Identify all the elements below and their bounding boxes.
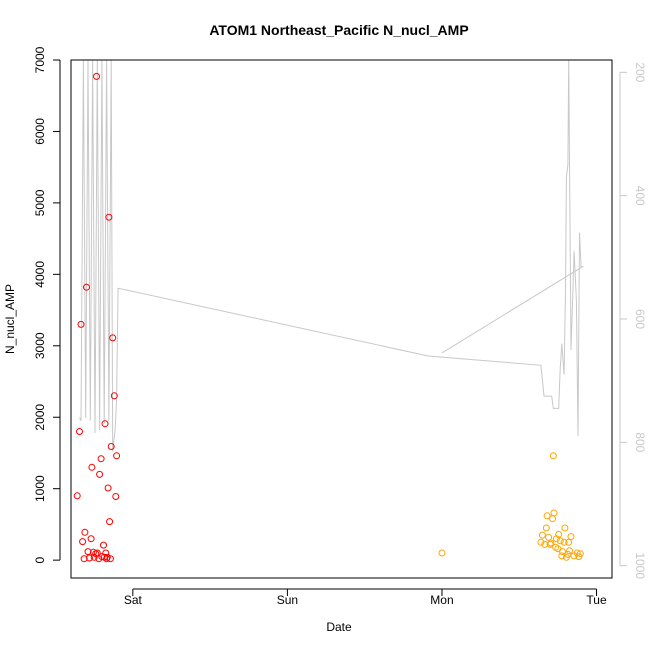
right-tick-label: 1000 — [633, 552, 647, 579]
data-point-series-1 — [79, 538, 87, 546]
data-point-series-2 — [576, 550, 584, 558]
data-point-series-2 — [573, 549, 581, 557]
y-tick-label: 5000 — [33, 189, 47, 216]
right-tick-label: 400 — [633, 186, 647, 206]
y-axis-right: 200 400 600 800 1000 — [619, 62, 647, 579]
pressure-line — [79, 59, 585, 452]
data-point-series-1 — [97, 455, 105, 463]
data-point-series-1 — [106, 555, 114, 563]
data-point-series-1 — [86, 554, 93, 562]
data-point-series-1 — [113, 452, 121, 460]
data-point-series-2 — [559, 548, 566, 556]
x-tick-label: Sat — [124, 593, 143, 607]
data-point-series-2 — [549, 515, 556, 523]
right-tick-label: 600 — [633, 309, 647, 329]
data-point-series-1 — [84, 548, 92, 556]
data-point-series-2 — [566, 547, 573, 555]
pressure-trace — [79, 59, 585, 452]
chart-title: ATOM1 Northeast_Pacific N_nucl_AMP — [209, 22, 468, 38]
x-tick-label: Sun — [277, 593, 298, 607]
y-tick-label: 3000 — [33, 332, 47, 359]
y-axis-label: N_nucl_AMP — [3, 284, 17, 354]
data-point-series-2 — [543, 512, 551, 520]
data-point-series-2 — [545, 533, 553, 541]
data-point-series-2 — [550, 509, 558, 517]
y-tick-label: 2000 — [33, 404, 47, 431]
data-point-series-2 — [549, 452, 557, 460]
data-point-series-2 — [547, 539, 555, 547]
data-point-series-1 — [73, 492, 81, 500]
x-tick-label: Mon — [430, 593, 453, 607]
data-point-series-1 — [112, 493, 120, 500]
data-point-series-2 — [556, 537, 564, 545]
data-point-series-2 — [555, 530, 563, 538]
x-axis: Sat Sun Mon Tue — [124, 588, 607, 607]
data-point-series-2 — [564, 550, 572, 558]
data-point-series-1 — [100, 541, 107, 549]
data-point-series-1 — [76, 428, 83, 435]
data-point-series-1 — [87, 535, 95, 543]
data-point-series-2 — [567, 533, 575, 541]
y-tick-label: 7000 — [33, 46, 47, 73]
data-point-series-1 — [105, 213, 113, 221]
data-point-series-1 — [83, 283, 90, 291]
data-point-series-1 — [104, 484, 112, 492]
right-tick-label: 200 — [633, 62, 647, 82]
y-tick-label: 1000 — [33, 475, 47, 502]
data-point-series-1 — [80, 555, 88, 563]
data-point-series-1 — [109, 334, 117, 342]
x-axis-label: Date — [326, 620, 352, 634]
data-points — [73, 72, 584, 563]
data-point-series-2 — [565, 538, 573, 546]
data-point-series-2 — [542, 524, 550, 532]
data-point-series-2 — [538, 531, 546, 539]
plot-frame — [70, 59, 613, 579]
data-point-series-2 — [537, 538, 545, 546]
y-tick-label: 6000 — [33, 118, 47, 145]
data-point-series-1 — [110, 392, 118, 400]
data-point-series-1 — [81, 528, 89, 536]
data-point-series-2 — [560, 538, 568, 546]
data-point-series-1 — [88, 463, 96, 471]
y-tick-label: 4000 — [33, 261, 47, 288]
data-point-series-1 — [77, 320, 85, 328]
data-point-series-1 — [101, 420, 109, 428]
data-point-series-1 — [106, 518, 114, 526]
data-point-series-2 — [438, 549, 446, 557]
y-tick-label: 0 — [33, 556, 47, 563]
y-axis-left: 0 1000 2000 3000 4000 5000 6000 7000 — [33, 46, 61, 563]
data-point-series-1 — [107, 443, 115, 450]
right-tick-label: 800 — [633, 432, 647, 452]
data-point-series-2 — [561, 524, 569, 532]
data-point-series-1 — [93, 72, 100, 80]
x-tick-label: Tue — [586, 593, 607, 607]
data-point-series-1 — [96, 470, 104, 478]
